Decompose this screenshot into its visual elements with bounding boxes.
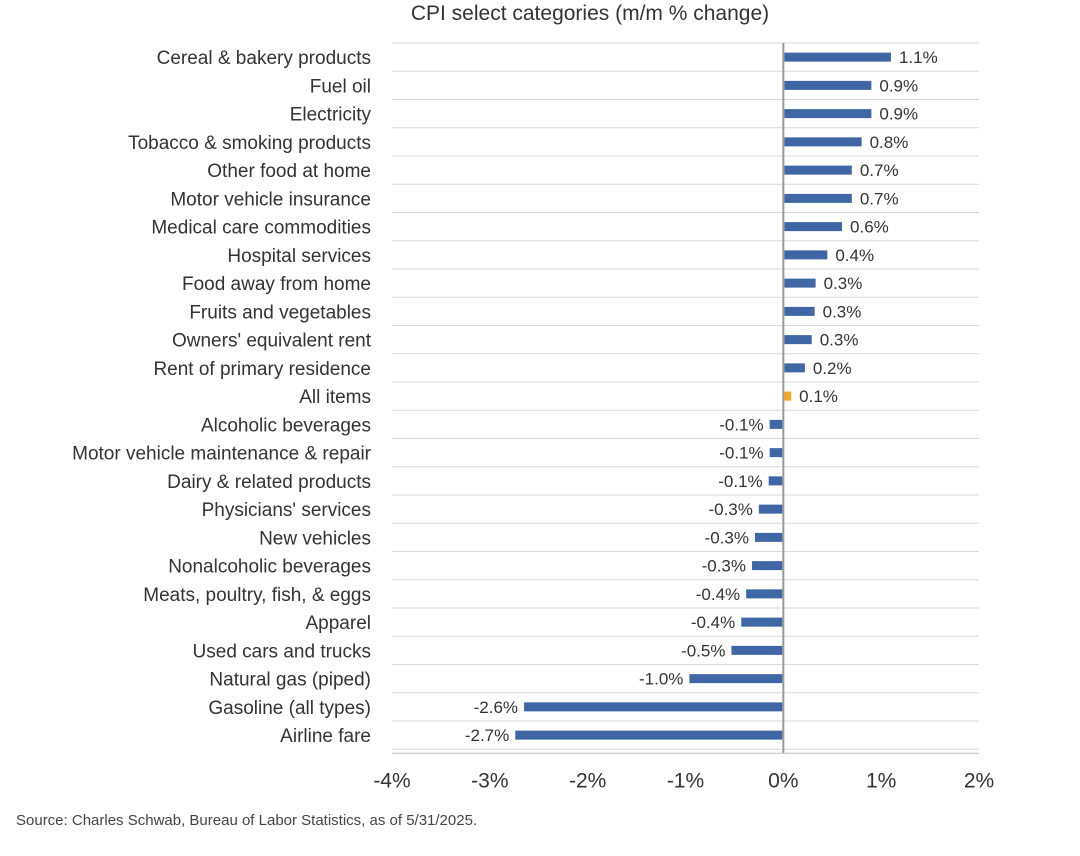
category-label: Physicians' services: [202, 500, 371, 521]
value-label: 0.9%: [879, 105, 918, 124]
category-label: Hospital services: [227, 246, 371, 267]
x-tick-label: -3%: [471, 769, 508, 792]
value-label: 0.6%: [850, 218, 889, 237]
value-label: -0.3%: [702, 557, 746, 576]
grid-lines: [392, 42, 979, 750]
bar: [784, 222, 843, 232]
x-tick-label: 1%: [866, 769, 896, 792]
category-labels: Cereal & bakery products Fuel oil Electric…: [72, 48, 372, 747]
value-label: -0.5%: [681, 641, 725, 660]
value-label: 0.3%: [820, 331, 859, 350]
category-label: New vehicles: [259, 528, 371, 549]
category-label: Motor vehicle maintenance & repair: [72, 444, 372, 465]
category-label: Fuel oil: [310, 76, 371, 97]
bar: [752, 561, 783, 571]
value-label: -0.4%: [691, 613, 735, 632]
bar-chart: Cereal & bakery products Fuel oil Electric…: [72, 42, 994, 792]
category-label: Apparel: [306, 613, 372, 634]
bar: [784, 109, 872, 119]
x-tick-label: -4%: [373, 769, 410, 792]
x-tick-labels: -4% -3% -2% -1% 0% 1% 2%: [373, 769, 994, 792]
bar: [784, 335, 812, 345]
category-label: Owners' equivalent rent: [172, 331, 372, 352]
category-label: Dairy & related products: [167, 472, 371, 493]
x-tick-label: 0%: [768, 769, 798, 792]
x-tick-label: -1%: [667, 769, 704, 792]
value-label: 0.7%: [860, 161, 899, 180]
value-label: 0.3%: [823, 302, 862, 321]
value-label: -2.7%: [465, 726, 509, 745]
category-label: Food away from home: [182, 274, 371, 295]
axes: [392, 43, 979, 754]
category-label: Fruits and vegetables: [189, 302, 371, 323]
bar: [784, 278, 816, 288]
category-label: Cereal & bakery products: [157, 48, 371, 69]
value-label: 0.8%: [870, 133, 909, 152]
bar: [731, 645, 783, 655]
bar: [769, 419, 783, 429]
bar: [784, 165, 852, 175]
value-label: -0.1%: [718, 472, 762, 491]
bar: [784, 137, 862, 147]
chart-title: CPI select categories (m/m % change): [410, 2, 770, 25]
value-label: -0.3%: [705, 528, 749, 547]
x-tick-label: -2%: [569, 769, 606, 792]
value-label: -0.4%: [696, 585, 740, 604]
value-label: -0.1%: [719, 415, 763, 434]
bar: [768, 476, 783, 486]
bar: [784, 52, 891, 62]
value-label: 0.3%: [824, 274, 863, 293]
bar: [784, 193, 852, 203]
bar: [746, 589, 783, 599]
value-label: 0.1%: [799, 387, 838, 406]
value-label: 0.2%: [813, 359, 852, 378]
category-label: Alcoholic beverages: [201, 415, 371, 436]
value-label: 0.7%: [860, 189, 899, 208]
category-label: Tobacco & smoking products: [128, 133, 371, 154]
category-label: All items: [299, 387, 371, 408]
x-tick-label: 2%: [964, 769, 994, 792]
value-label: -2.6%: [474, 698, 518, 717]
bar: [754, 532, 783, 542]
bar: [784, 80, 872, 90]
bars: [515, 52, 891, 740]
category-label: Motor vehicle insurance: [170, 189, 371, 210]
bar: [741, 617, 783, 627]
bar: [524, 702, 783, 712]
bar: [515, 730, 783, 740]
bar: [769, 448, 783, 458]
bar: [784, 363, 805, 373]
category-label: Electricity: [290, 105, 372, 126]
value-label: 1.1%: [899, 48, 938, 67]
category-label: Nonalcoholic beverages: [168, 557, 371, 578]
category-label: Airline fare: [280, 726, 371, 747]
bar: [758, 504, 783, 514]
bar: [784, 391, 792, 401]
source-note: Source: Charles Schwab, Bureau of Labor …: [16, 812, 478, 829]
category-label: Meats, poultry, fish, & eggs: [143, 585, 371, 606]
category-label: Other food at home: [207, 161, 371, 182]
value-label: 0.4%: [835, 246, 874, 265]
category-label: Used cars and trucks: [193, 641, 371, 662]
bar: [689, 674, 783, 684]
value-label: -0.3%: [708, 500, 752, 519]
category-label: Medical care commodities: [151, 218, 371, 239]
category-label: Natural gas (piped): [209, 670, 371, 691]
value-label: -0.1%: [719, 444, 763, 463]
category-label: Rent of primary residence: [153, 359, 371, 380]
value-labels: 1.1% 0.9% 0.9% 0.8% 0.7% 0.7% 0.6% 0.4% 0.3% 0.3%…: [465, 48, 938, 745]
category-label: Gasoline (all types): [208, 698, 371, 719]
bar: [784, 250, 828, 260]
bar: [784, 306, 815, 316]
value-label: 0.9%: [879, 76, 918, 95]
value-label: -1.0%: [639, 670, 683, 689]
